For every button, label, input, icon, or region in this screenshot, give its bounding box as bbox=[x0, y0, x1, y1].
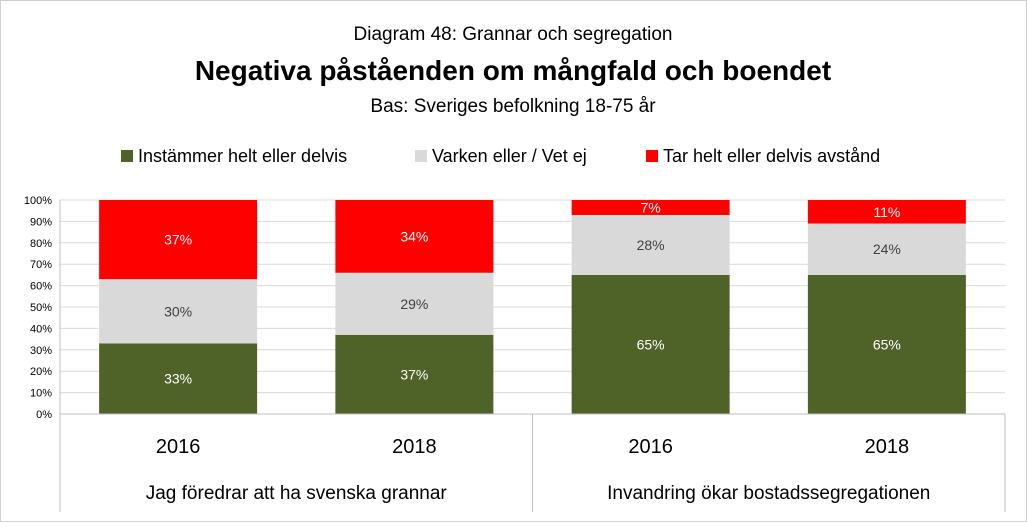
x-tick-label: 2018 bbox=[392, 436, 437, 458]
data-label: 28% bbox=[637, 237, 665, 253]
bar-segment bbox=[807, 200, 966, 224]
bar-segment bbox=[99, 343, 258, 414]
bar-segment bbox=[807, 223, 966, 275]
legend-swatch bbox=[415, 150, 427, 162]
bar-segment bbox=[335, 200, 494, 273]
legend-swatch bbox=[646, 150, 658, 162]
data-label: 37% bbox=[164, 232, 192, 248]
legend-label: Tar helt eller delvis avstånd bbox=[663, 146, 880, 166]
y-tick-label: 60% bbox=[30, 281, 52, 293]
bar-segment bbox=[571, 214, 730, 275]
x-tick-label: 2018 bbox=[865, 436, 910, 458]
y-tick-label: 0% bbox=[36, 409, 52, 421]
x-group-label: Jag föredrar att ha svenska grannar bbox=[146, 483, 448, 504]
bar-segment bbox=[335, 334, 494, 414]
chart-subtitle: Bas: Sveriges befolkning 18-75 år bbox=[370, 96, 656, 117]
data-label: 34% bbox=[400, 228, 428, 244]
bar-segment bbox=[335, 272, 494, 335]
bar-segment bbox=[807, 274, 966, 414]
y-tick-label: 40% bbox=[30, 323, 52, 335]
chart-axes: 0% 10% 20% 30% 40% 50% 60% 70% 80% 90% 100% 2016 201… bbox=[24, 195, 1006, 512]
x-tick-label: 2016 bbox=[628, 436, 673, 458]
y-tick-label: 30% bbox=[30, 345, 52, 357]
y-tick-label: 20% bbox=[30, 366, 52, 378]
bar-segment bbox=[99, 279, 258, 344]
bar-segment bbox=[571, 274, 730, 414]
data-label: 65% bbox=[637, 336, 665, 352]
chart-title: Negativa påståenden om mångfald och boen… bbox=[195, 55, 831, 86]
bar-segment bbox=[99, 200, 258, 280]
y-tick-label: 90% bbox=[30, 216, 52, 228]
y-tick-label: 80% bbox=[30, 238, 52, 250]
data-label: 65% bbox=[873, 336, 901, 352]
chart-legend: Instämmer helt eller delvis Varken eller … bbox=[121, 146, 880, 166]
legend-label: Varken eller / Vet ej bbox=[432, 146, 587, 166]
data-label: 29% bbox=[400, 296, 428, 312]
data-label: 37% bbox=[400, 366, 428, 382]
bar-segment bbox=[571, 200, 730, 215]
legend-label: Instämmer helt eller delvis bbox=[138, 146, 347, 166]
data-label: 7% bbox=[641, 199, 661, 215]
y-tick-label: 50% bbox=[30, 302, 52, 314]
chart-bars: 33% 30% 37% 37% 29% 34% 65% 28% 7% 65% 24% 11% bbox=[99, 199, 966, 414]
data-label: 24% bbox=[873, 241, 901, 257]
y-tick-label: 10% bbox=[30, 388, 52, 400]
y-tick-label: 100% bbox=[24, 195, 52, 207]
y-tick-label: 70% bbox=[30, 259, 52, 271]
data-label: 11% bbox=[873, 204, 900, 220]
x-tick-label: 2016 bbox=[156, 436, 201, 458]
x-group-label: Invandring ökar bostadssegregationen bbox=[607, 483, 930, 504]
data-label: 30% bbox=[164, 303, 192, 319]
chart-supertitle: Diagram 48: Grannar och segregation bbox=[354, 24, 673, 45]
legend-swatch bbox=[121, 150, 133, 162]
data-label: 33% bbox=[164, 371, 192, 387]
